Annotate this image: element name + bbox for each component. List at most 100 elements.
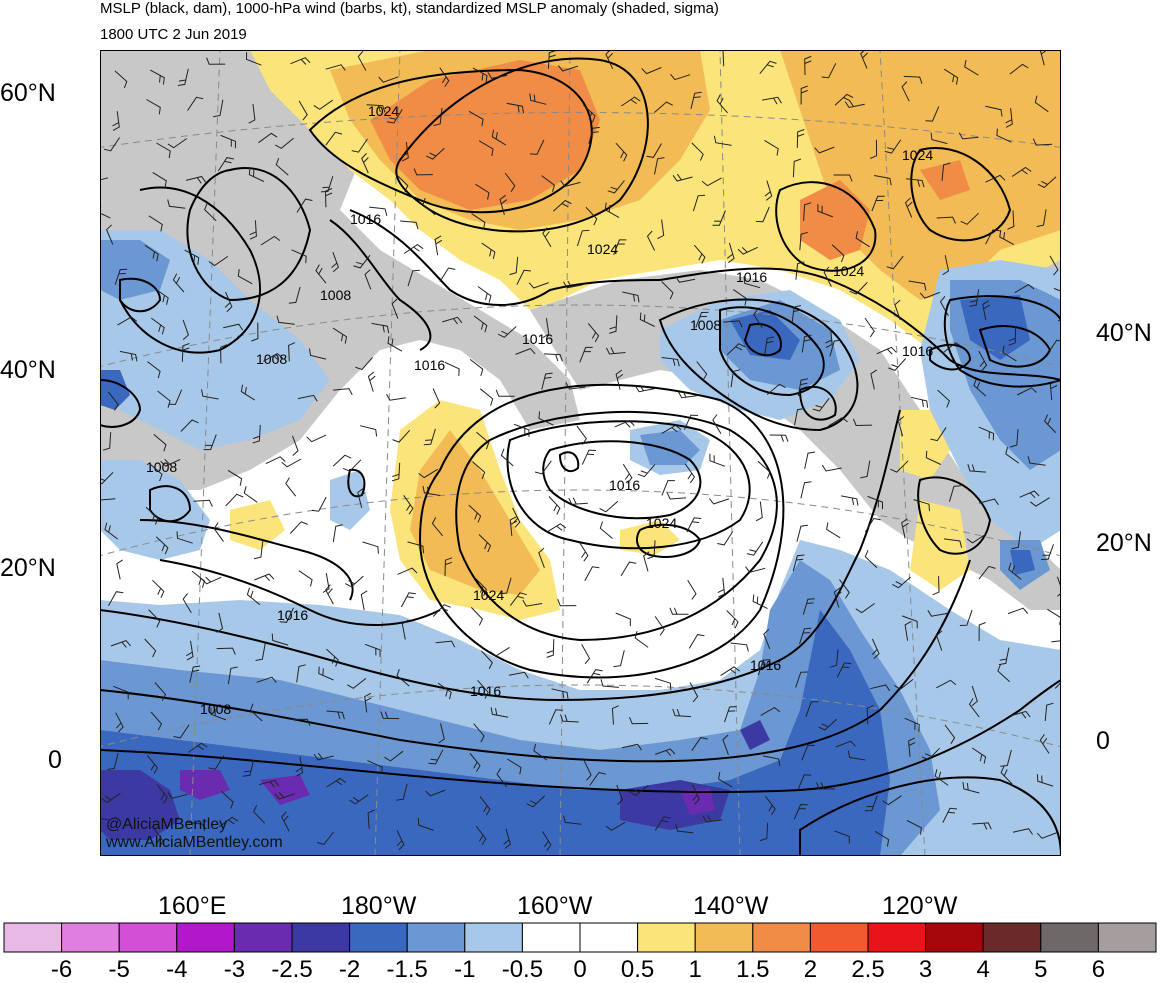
wind-barb [332,454,352,467]
wind-barb [936,216,956,224]
wind-barb [1032,138,1053,146]
wind-barb [291,249,307,264]
wind-barb [743,276,761,289]
wind-barb [904,620,912,641]
wind-barb [867,495,883,510]
wind-barb [367,760,383,775]
wind-barb [691,736,708,751]
wind-barb [1051,640,1061,643]
wind-barb [203,434,217,451]
wind-barb [322,573,330,593]
wind-barb [802,598,815,615]
wind-barb [884,139,902,154]
wind-barb [941,162,951,181]
wind-barb [444,557,453,577]
wind-barb [672,708,692,718]
wind-barb [661,357,680,367]
wind-barb [622,463,633,484]
wind-barb [967,464,986,473]
colorbar-tick-label: -4 [166,956,188,983]
wind-barb [892,576,911,589]
wind-barb [871,638,880,659]
wind-barb [936,679,957,689]
wind-barb [476,431,490,450]
wind-barb [515,348,536,355]
wind-barb [1005,108,1013,128]
colorbar-tick-label: 0.5 [620,956,655,983]
wind-barb [833,587,842,608]
wind-barb [298,100,308,121]
wind-barb [1056,576,1061,597]
wind-barb [475,825,487,846]
wind-barb [583,104,596,123]
colorbar-swatch [925,922,984,953]
wind-barb [528,282,549,289]
wind-barb [639,312,655,327]
wind-barb [825,328,833,349]
contour-label: 1016 [609,477,640,493]
wind-barb [874,175,892,186]
wind-barb [426,147,445,160]
wind-barb [948,485,961,502]
wind-barb [901,518,909,539]
wind-barb [288,286,301,304]
wind-barb [397,567,418,575]
wind-barb [906,178,925,188]
lon-label-180w: 180°W [341,892,417,920]
wind-barb [962,781,980,794]
lat-label-40n-right: 40°N [1096,319,1152,347]
wind-barb [263,352,284,362]
wind-barb [401,141,409,162]
wind-barb [439,67,450,87]
wind-barb [1007,607,1029,615]
wind-barb [966,533,987,544]
wind-barb [821,63,837,79]
colorbar-swatch [867,922,927,953]
wind-barb [187,96,204,111]
wind-barb [407,541,425,554]
wind-barb [259,779,280,788]
wind-barb [829,649,839,668]
wind-barb [116,559,123,580]
wind-barb [804,55,812,76]
wind-barb [432,388,441,409]
wind-barb [661,281,674,300]
wind-barb [291,718,311,726]
wind-barb [661,424,682,434]
wind-barb [722,734,729,755]
graticule [100,50,1061,856]
wind-barb [840,495,859,506]
wind-barb [835,740,856,748]
wind-barb [541,372,553,390]
lon-label-160e: 160°E [158,892,227,920]
wind-barb [654,677,672,691]
wind-barb [144,638,157,658]
wind-barb [168,389,183,405]
wind-barb [1012,828,1034,835]
wind-barb [167,138,188,149]
wind-barb [1049,255,1059,276]
wind-barb [100,177,109,181]
wind-barb [882,795,902,806]
wind-barb [890,460,909,473]
wind-barb [1007,210,1015,230]
wind-barb [690,91,702,109]
wind-barb [189,665,201,683]
wind-barb [960,212,979,225]
wind-barb [985,174,1006,183]
wind-barb [910,396,929,408]
wind-barb [378,76,399,83]
wind-barb [1011,531,1021,550]
wind-barb [795,261,805,280]
wind-barb [654,157,665,175]
wind-barb [942,255,950,276]
wind-barb [254,573,275,582]
wind-barb [227,469,243,486]
wind-barb [548,496,561,515]
wind-barb [227,666,238,685]
wind-barb [904,197,913,218]
wind-barb [844,100,865,109]
wind-barb [477,286,492,303]
wind-barb [864,550,878,569]
wind-barb [172,273,185,293]
